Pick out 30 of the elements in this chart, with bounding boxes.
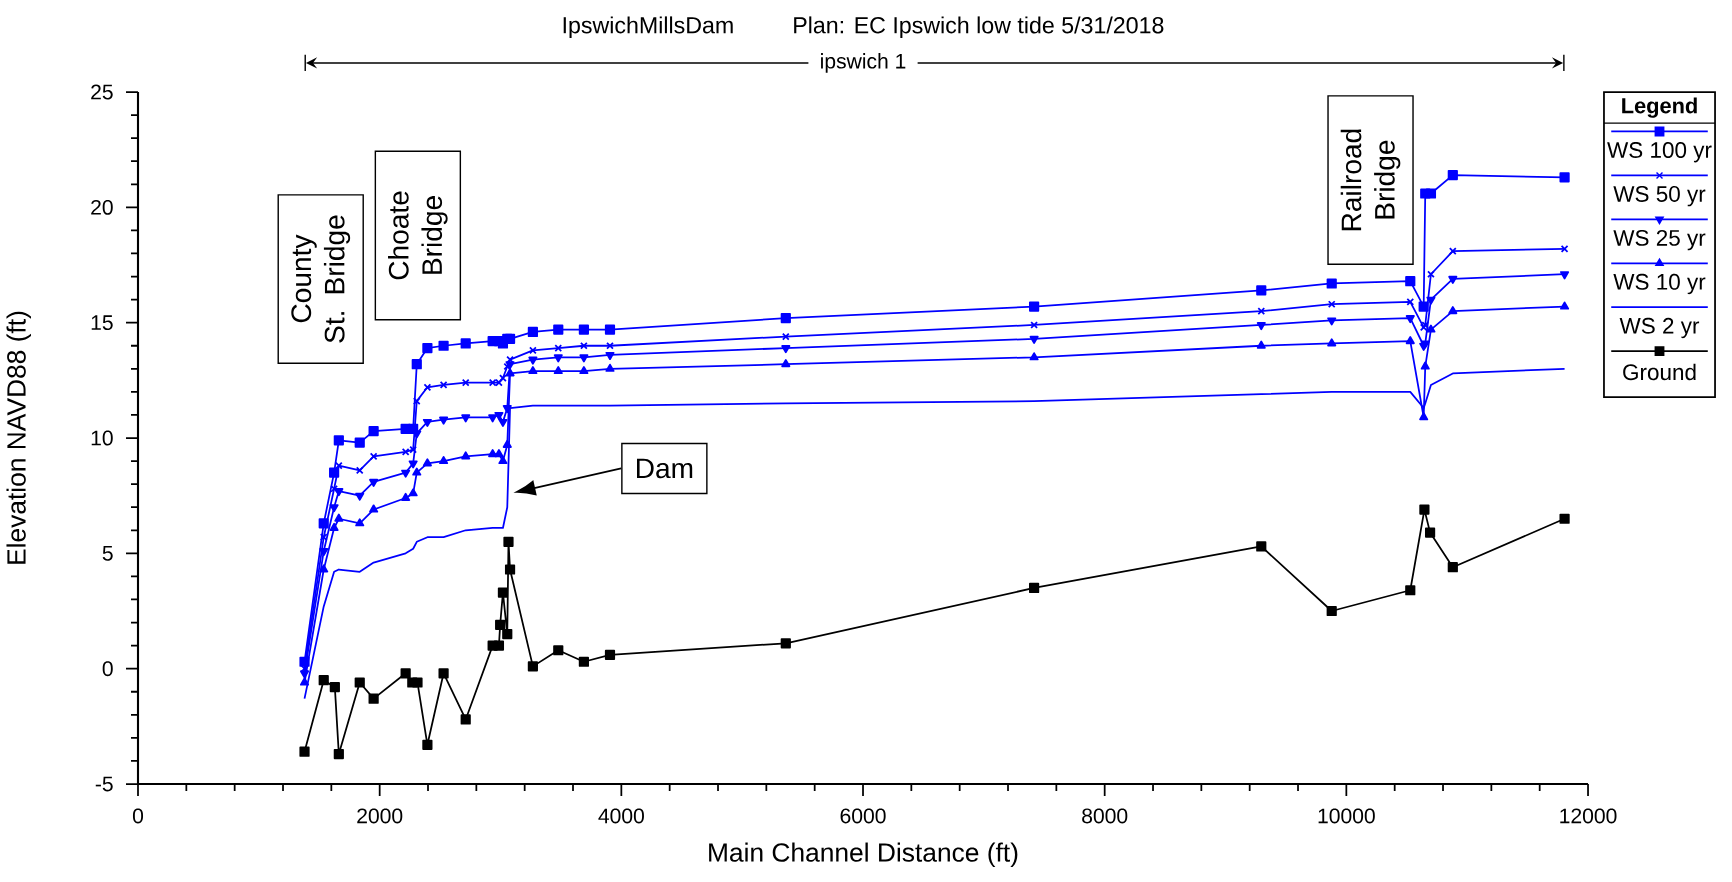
y-axis-title: Elevation NAVD88 (ft)	[6, 311, 31, 564]
y-tick-label: 15	[91, 315, 113, 331]
x-tick-label: 8000	[1082, 808, 1128, 824]
x-tick-label: 10000	[1318, 808, 1375, 824]
y-tick-label: -5	[95, 776, 113, 792]
x-tick-label: 4000	[598, 808, 644, 824]
y-tick-label: 20	[91, 199, 113, 215]
y-tick-label: 10	[91, 430, 113, 446]
x-tick-label: 0	[132, 808, 144, 824]
annotation: Choate Bridge	[388, 191, 448, 280]
legend-label: WS 25 yr	[1613, 229, 1706, 251]
annotation: County St. Bridge	[291, 215, 351, 343]
chart-title: IpswichMillsDam	[563, 16, 733, 38]
y-tick-label: 25	[91, 84, 113, 100]
y-tick-label: 0	[102, 661, 113, 677]
x-tick-label: 12000	[1560, 808, 1617, 824]
legend-label: Ground	[1623, 363, 1696, 381]
legend-title: Legend	[1622, 97, 1697, 118]
chart-subtitle: Plan: EC Ipswich low tide 5/31/2018	[794, 16, 1164, 38]
legend-label: WS 100 yr	[1607, 142, 1712, 163]
annotation: Dam	[637, 458, 693, 479]
legend-label: WS 10 yr	[1613, 273, 1706, 295]
legend-label: WS 50 yr	[1613, 185, 1706, 207]
annotation: Railroad Bridge	[1340, 129, 1401, 231]
x-axis-title: Main Channel Distance (ft)	[709, 842, 1018, 868]
legend-label: WS 2 yr	[1619, 317, 1700, 339]
y-tick-label: 5	[102, 546, 113, 561]
text: ipswich 1	[821, 53, 906, 73]
x-tick-label: 2000	[357, 808, 403, 824]
x-tick-label: 6000	[840, 808, 886, 824]
